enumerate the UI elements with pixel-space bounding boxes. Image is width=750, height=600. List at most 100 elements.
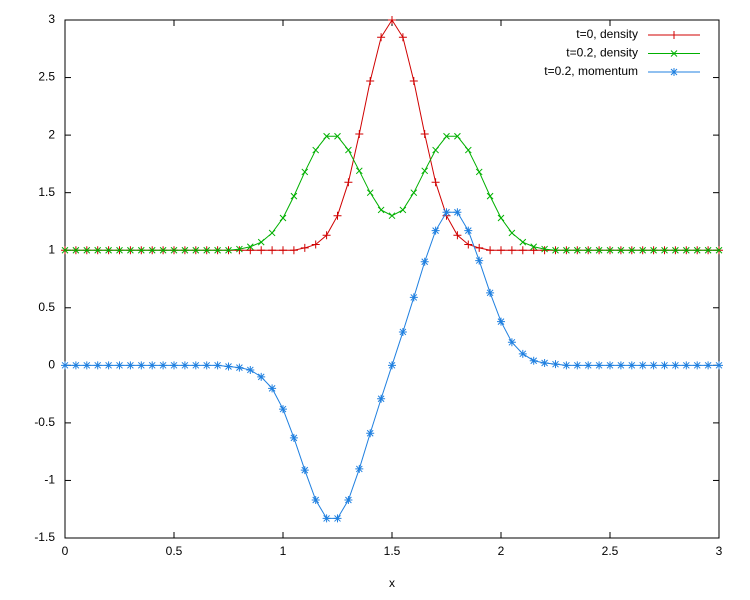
point-marker (345, 146, 352, 154)
point-marker (573, 246, 581, 254)
x-tick-label: 2.5 (602, 544, 619, 558)
point-marker (377, 206, 385, 214)
y-tick-label: 2.5 (38, 70, 55, 84)
point-marker (115, 361, 124, 370)
point-marker (289, 433, 298, 442)
point-marker (693, 361, 702, 370)
point-marker (312, 146, 320, 154)
point-marker (127, 246, 134, 254)
legend-marker (670, 31, 678, 39)
legend-label: t=0.2, momentum (544, 64, 638, 78)
point-marker (530, 243, 538, 251)
point-marker (650, 246, 657, 254)
point-marker (268, 384, 277, 393)
point-marker (508, 229, 516, 237)
point-marker (137, 361, 146, 370)
point-marker (344, 178, 353, 187)
point-marker (671, 361, 680, 370)
x-axis-label: x (389, 576, 395, 590)
x-tick-label: 0.5 (166, 544, 183, 558)
point-marker (355, 167, 363, 175)
point-marker (214, 246, 221, 254)
point-marker (431, 226, 440, 235)
x-tick-label: 0 (62, 544, 69, 558)
point-marker (224, 362, 233, 371)
legend-marker (670, 50, 678, 57)
point-marker (540, 246, 549, 255)
point-marker (442, 208, 451, 217)
point-marker (616, 361, 625, 370)
point-marker (71, 361, 80, 370)
point-marker (311, 496, 320, 505)
point-marker (639, 246, 647, 254)
point-marker (475, 168, 483, 176)
point-marker (704, 246, 712, 254)
point-marker (159, 361, 168, 370)
point-marker (454, 132, 461, 140)
point-marker (170, 246, 178, 254)
point-marker (300, 466, 309, 475)
point-marker (388, 361, 396, 370)
point-marker (203, 246, 211, 254)
point-marker (518, 349, 527, 358)
point-marker (94, 246, 102, 254)
point-marker (377, 33, 386, 42)
point-marker (507, 246, 516, 255)
point-marker (453, 208, 462, 217)
point-marker (290, 192, 298, 200)
point-marker (279, 246, 287, 255)
point-marker (519, 238, 527, 246)
point-marker (236, 245, 243, 253)
point-marker (595, 246, 603, 254)
y-tick-label: -1.5 (34, 530, 55, 544)
point-marker (355, 464, 364, 473)
point-marker (682, 361, 691, 370)
point-marker (420, 257, 429, 266)
point-marker (661, 246, 668, 254)
point-marker (563, 246, 570, 254)
point-marker (388, 212, 396, 220)
point-marker (366, 429, 375, 438)
point-marker (181, 246, 189, 254)
point-marker (322, 231, 331, 240)
plot-frame (64, 19, 720, 539)
point-marker (323, 132, 330, 140)
point-marker (431, 178, 440, 187)
point-marker (61, 246, 69, 254)
point-marker (595, 361, 604, 370)
point-marker (507, 338, 516, 347)
point-marker (529, 356, 538, 365)
point-marker (410, 189, 418, 197)
point-marker (552, 246, 559, 254)
point-marker (213, 361, 222, 370)
point-marker (627, 361, 636, 370)
point-marker (486, 246, 495, 255)
point-marker (518, 246, 527, 255)
point-marker (333, 211, 342, 220)
point-marker (541, 245, 548, 253)
point-marker (180, 361, 189, 370)
point-marker (682, 246, 690, 254)
y-tick-label: -0.5 (34, 415, 55, 429)
point-marker (464, 240, 473, 249)
point-marker (257, 238, 265, 246)
point-marker (421, 167, 429, 175)
point-marker (628, 246, 636, 254)
point-marker (529, 246, 538, 255)
point-marker (398, 327, 407, 336)
point-marker (715, 361, 723, 370)
point-marker (420, 129, 429, 138)
x-tick-label: 1.5 (384, 544, 401, 558)
point-marker (443, 132, 450, 140)
point-marker (202, 361, 211, 370)
point-marker (159, 246, 167, 254)
point-marker (322, 514, 331, 523)
point-marker (105, 246, 112, 254)
point-marker (584, 361, 593, 370)
legend-label: t=0, density (576, 27, 638, 41)
point-marker (300, 243, 309, 252)
point-marker (344, 496, 353, 505)
point-marker (475, 243, 484, 252)
series-line (65, 135, 719, 251)
